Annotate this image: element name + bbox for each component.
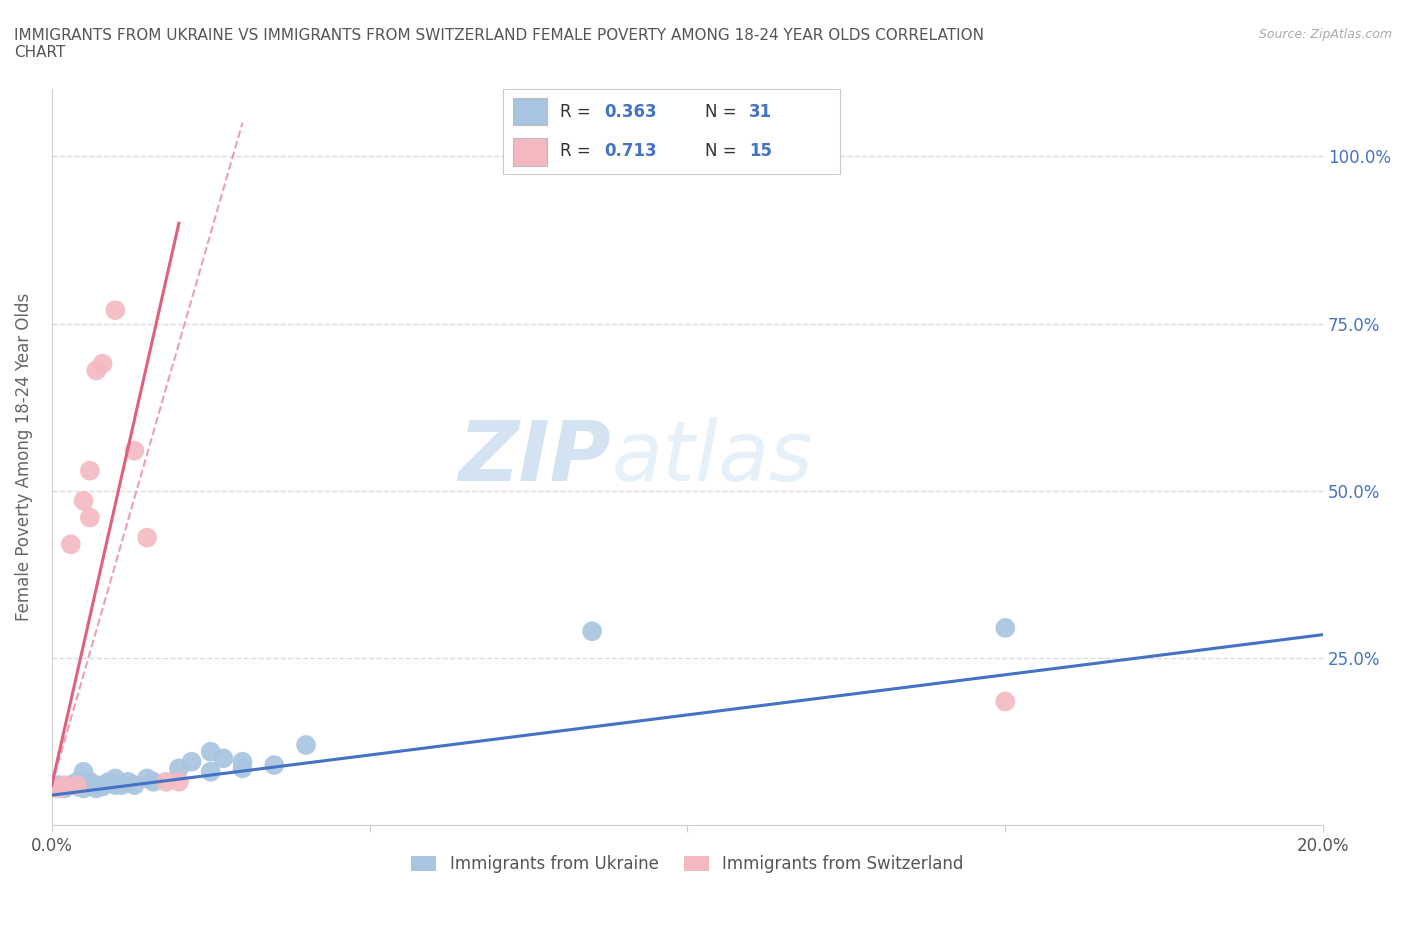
Point <box>295 737 318 752</box>
Point <box>124 777 146 792</box>
Point <box>200 744 222 759</box>
Point <box>84 777 107 792</box>
Point <box>72 494 94 509</box>
Point <box>59 537 82 551</box>
Point <box>124 444 146 458</box>
Point <box>97 775 120 790</box>
Point <box>180 754 202 769</box>
Point <box>136 530 159 545</box>
Text: IMMIGRANTS FROM UKRAINE VS IMMIGRANTS FROM SWITZERLAND FEMALE POVERTY AMONG 18-2: IMMIGRANTS FROM UKRAINE VS IMMIGRANTS FR… <box>14 28 984 60</box>
Point <box>91 779 114 794</box>
Point <box>263 758 285 773</box>
Point <box>66 775 89 790</box>
Point <box>72 781 94 796</box>
Point <box>117 775 139 790</box>
Point <box>59 777 82 792</box>
Point <box>167 775 190 790</box>
Legend: Immigrants from Ukraine, Immigrants from Switzerland: Immigrants from Ukraine, Immigrants from… <box>405 848 970 880</box>
Point <box>91 777 114 792</box>
Point <box>66 779 89 794</box>
Point <box>104 777 127 792</box>
Text: ZIP: ZIP <box>458 417 612 498</box>
Point <box>994 694 1017 709</box>
Point <box>104 771 127 786</box>
Point <box>79 510 101 525</box>
Point <box>231 754 253 769</box>
Point <box>167 761 190 776</box>
Point <box>53 777 76 792</box>
Point <box>72 764 94 779</box>
Text: atlas: atlas <box>612 417 813 498</box>
Point <box>142 775 165 790</box>
Point <box>581 624 603 639</box>
Point <box>231 761 253 776</box>
Text: Source: ZipAtlas.com: Source: ZipAtlas.com <box>1258 28 1392 41</box>
Point <box>46 781 69 796</box>
Point <box>104 303 127 318</box>
Point <box>155 775 177 790</box>
Y-axis label: Female Poverty Among 18-24 Year Olds: Female Poverty Among 18-24 Year Olds <box>15 293 32 621</box>
Point <box>91 356 114 371</box>
Point <box>53 781 76 796</box>
Point <box>46 777 69 792</box>
Point <box>84 781 107 796</box>
Point <box>79 775 101 790</box>
Point <box>136 771 159 786</box>
Point <box>79 463 101 478</box>
Point <box>66 777 89 792</box>
Point <box>212 751 235 765</box>
Point <box>84 363 107 378</box>
Point <box>994 620 1017 635</box>
Point <box>111 777 134 792</box>
Point <box>200 764 222 779</box>
